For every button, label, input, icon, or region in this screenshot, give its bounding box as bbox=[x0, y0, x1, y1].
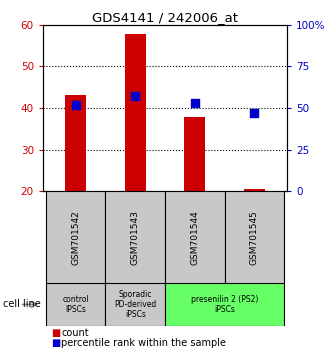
Title: GDS4141 / 242006_at: GDS4141 / 242006_at bbox=[92, 11, 238, 24]
Point bbox=[73, 102, 78, 108]
Bar bbox=[46, 283, 106, 326]
Bar bbox=[244, 189, 265, 191]
Point bbox=[133, 93, 138, 99]
Bar bbox=[165, 283, 284, 326]
Text: percentile rank within the sample: percentile rank within the sample bbox=[61, 338, 226, 348]
Text: control
IPSCs: control IPSCs bbox=[62, 295, 89, 314]
Text: ■: ■ bbox=[51, 338, 60, 348]
Bar bbox=[125, 34, 146, 191]
Bar bbox=[65, 95, 86, 191]
Bar bbox=[165, 191, 224, 283]
Text: cell line: cell line bbox=[3, 299, 41, 309]
Text: presenilin 2 (PS2)
iPSCs: presenilin 2 (PS2) iPSCs bbox=[191, 295, 258, 314]
Text: count: count bbox=[61, 328, 89, 338]
Point bbox=[252, 110, 257, 116]
Bar bbox=[106, 283, 165, 326]
Point bbox=[192, 100, 197, 106]
Bar bbox=[224, 191, 284, 283]
Text: GSM701542: GSM701542 bbox=[71, 210, 80, 264]
Text: GSM701544: GSM701544 bbox=[190, 210, 199, 264]
Bar bbox=[184, 117, 205, 191]
Text: Sporadic
PD-derived
iPSCs: Sporadic PD-derived iPSCs bbox=[114, 290, 156, 319]
Text: GSM701545: GSM701545 bbox=[250, 210, 259, 265]
Text: ■: ■ bbox=[51, 328, 60, 338]
Text: GSM701543: GSM701543 bbox=[131, 210, 140, 265]
Bar bbox=[106, 191, 165, 283]
Bar bbox=[46, 191, 106, 283]
